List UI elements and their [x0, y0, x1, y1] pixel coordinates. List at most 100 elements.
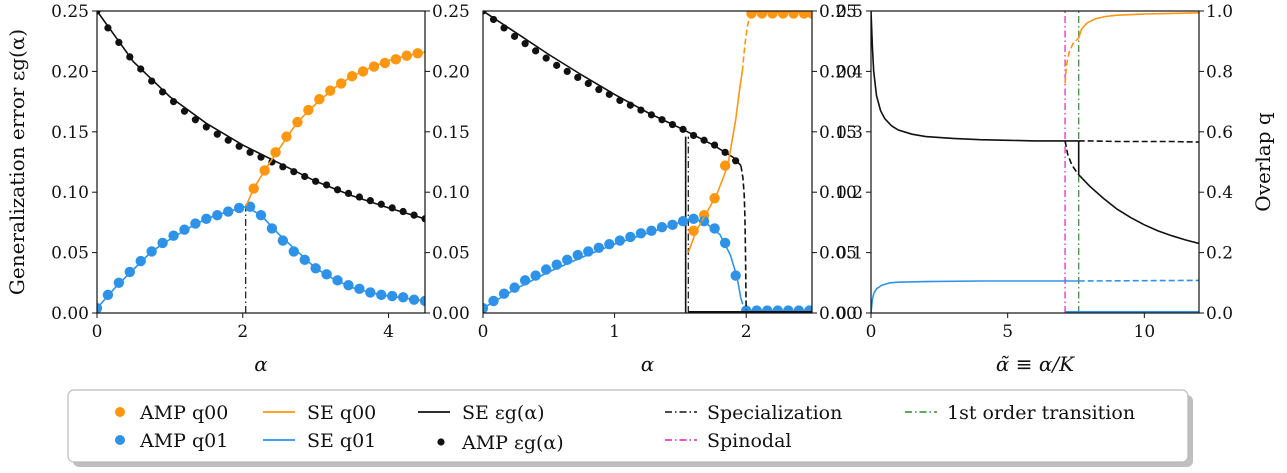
x-tick-label: 5: [1002, 322, 1013, 342]
series-amp-q00-point: [788, 11, 799, 19]
series-se-q01: [483, 217, 742, 309]
axes-frame: [482, 10, 813, 314]
y-axis-label: Generalization error εg(α): [5, 29, 29, 295]
x-tick-label: 0: [92, 322, 103, 342]
series-se-q00: [687, 71, 744, 253]
series-se-q01: [97, 205, 425, 309]
y-tick-label: 0.05: [51, 244, 89, 264]
legend-label: SE q00: [307, 402, 376, 424]
legend-item-se_q00: SE q00: [263, 402, 376, 424]
legend-item-amp_eg: AMP εg(α): [437, 432, 564, 454]
right-y-tick-label: 0.10: [432, 183, 470, 203]
right-y-tick-label: 0.2: [1206, 244, 1233, 264]
series-amp-g--point: [224, 136, 232, 144]
y-tick-label: 0.4: [836, 62, 863, 82]
plot-area: [483, 11, 812, 313]
series-se-q00-metastable: [741, 11, 754, 72]
y-tick-label: 0.25: [51, 2, 89, 22]
right-y-tick-label: 0.4: [1206, 183, 1233, 203]
x-tick-label: 4: [383, 322, 394, 342]
x-tick-label: 0: [866, 322, 877, 342]
series-se-q00: [1077, 12, 1199, 39]
legend-item-amp_q01: AMP q01: [115, 430, 228, 452]
series-amp-q00-point: [303, 104, 314, 116]
series-amp-q00-point: [777, 11, 789, 19]
legend-label: Specialization: [707, 402, 842, 424]
series-amp-q01-point: [124, 266, 135, 278]
y-tick-label: 0.15: [51, 123, 89, 143]
y-tick-label: 0.5: [836, 2, 863, 22]
series-amp-g--point: [574, 73, 582, 82]
series-amp-q01-point: [299, 254, 310, 266]
series-amp-g--point: [563, 67, 571, 75]
series-amp-q01-point: [498, 288, 510, 299]
series-amp-q01-point: [113, 277, 125, 288]
series-amp-g--point: [553, 61, 561, 69]
series-amp-q01-point: [709, 223, 720, 234]
x-tick-label: 1: [609, 322, 620, 342]
series-amp-q00-point: [688, 225, 699, 237]
x-axis-label: α̃ ≡ α/K: [996, 352, 1075, 376]
legend-box: [67, 389, 1189, 463]
x-tick-label: 2: [741, 322, 752, 342]
right-y-tick-label: 0.05: [432, 244, 470, 264]
series-amp-g--point: [246, 148, 254, 156]
series-amp-q01-point: [730, 270, 741, 281]
legend-label: Spinodal: [707, 430, 792, 452]
right-y-tick-label: 0.20: [432, 62, 470, 82]
y-tick-label: 0.00: [51, 304, 89, 324]
series-se-g-: [483, 11, 742, 167]
series-se-g-specialized: [1078, 174, 1199, 245]
panel-left: 0 2 4 α 0.00 0.05 0.10 0.15 0.20 0.25 0.00 0.05 0.10…: [5, 2, 470, 376]
x-axis-label: α: [254, 352, 268, 376]
series-amp-q01-point: [288, 246, 299, 257]
right-y-axis-label: Overlap q: [1251, 112, 1275, 212]
series-amp-g--point: [542, 54, 550, 62]
legend-item-se_q01: SE q01: [263, 430, 376, 452]
legend-label: AMP q00: [139, 402, 228, 424]
right-y-tick-label: 0.15: [819, 123, 857, 143]
series-amp-q01-point: [266, 223, 278, 234]
series-se-q00-metastable: [1064, 37, 1080, 84]
legend-item-specialization: Specialization: [665, 402, 842, 424]
legend-label: 1st order transition: [947, 402, 1135, 424]
series-se-g-: [97, 11, 425, 220]
legend-item-amp_q00: AMP q00: [115, 402, 228, 424]
legend-item-first_order: 1st order transition: [905, 402, 1135, 424]
plot-area: [871, 11, 1199, 313]
x-axis-label: α: [641, 352, 655, 376]
legend-marker: [115, 435, 125, 445]
legend-label: SE εg(α): [462, 402, 545, 424]
x-tick-label: 2: [237, 322, 248, 342]
axes-frame: [96, 10, 426, 314]
series-amp-g--point: [191, 116, 199, 124]
legend-item-se_eg: SE εg(α): [418, 402, 545, 424]
legend-marker: [437, 438, 445, 446]
series-se-q01: [871, 280, 1079, 313]
plot-area: [97, 11, 425, 313]
legend-label: SE q01: [307, 430, 376, 452]
series-se-q01-metastable: [1078, 279, 1199, 282]
right-y-tick-label: 0.00: [432, 304, 470, 324]
x-tick-label: 0: [478, 322, 489, 342]
series-amp-g--point: [159, 88, 167, 96]
legend-label: AMP εg(α): [461, 432, 564, 454]
series-amp-g--point: [148, 77, 156, 85]
legend-item-spinodal: Spinodal: [665, 430, 792, 452]
series-se-g-metastable: [740, 165, 747, 313]
series-amp-g--point: [213, 130, 221, 138]
y-tick-label: 0.0: [836, 304, 863, 324]
right-y-tick-label: 0.15: [432, 123, 470, 143]
series-amp-q01-point: [135, 255, 146, 267]
series-amp-q01-point: [277, 235, 289, 246]
series-amp-g--point: [595, 85, 603, 94]
legend-marker: [115, 407, 125, 417]
series-se-q00: [244, 51, 425, 208]
right-y-tick-label: 1.0: [1206, 2, 1233, 22]
panel-right: 0 5 10 α̃ ≡ α/K 0.0 0.1 0.2 0.3 0.4 0.5 0.0 0.2 0.4 0…: [836, 2, 1275, 376]
y-tick-label: 0.10: [51, 183, 89, 203]
series-se-g-metastable: [1078, 140, 1199, 143]
series-amp-q00-point: [756, 11, 768, 19]
x-tick-label: 10: [1134, 322, 1156, 342]
